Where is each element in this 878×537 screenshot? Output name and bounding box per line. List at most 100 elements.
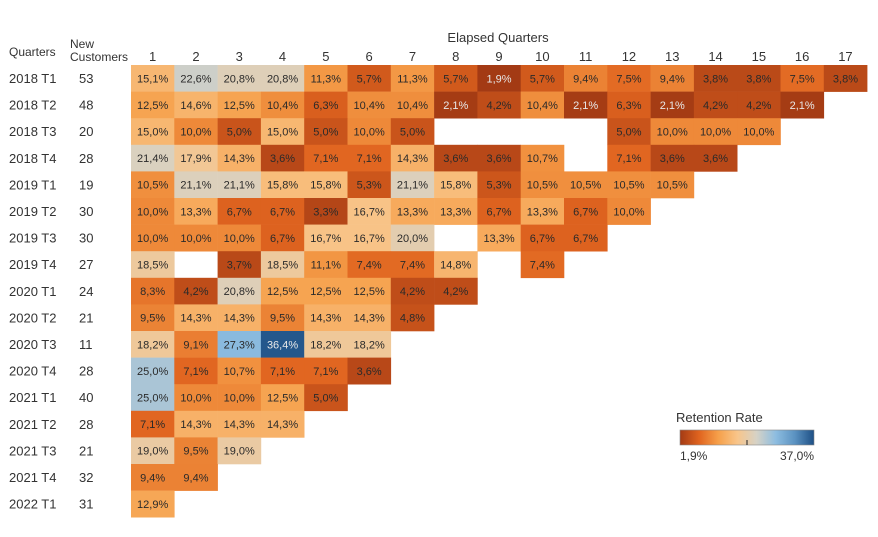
column-label: 4: [279, 49, 286, 64]
cell-value-label: 5,7%: [357, 73, 382, 85]
row-label: 2020 T2: [9, 310, 56, 325]
cell-value-label: 9,4%: [183, 472, 208, 484]
cell-value-label: 3,8%: [833, 73, 858, 85]
heatmap-cell: [217, 331, 262, 358]
column-label: 1: [149, 49, 156, 64]
cell-value-label: 15,8%: [267, 180, 298, 192]
heatmap-cell: [304, 224, 348, 252]
cell-value-label: 16,7%: [310, 233, 341, 245]
heatmap-cell: [174, 118, 218, 146]
column-label: 3: [236, 49, 243, 64]
cell-value-label: 17,9%: [180, 153, 211, 165]
heatmap-cell: [823, 65, 868, 92]
heatmap-cell: [434, 198, 478, 225]
heatmap-row: 2019 T4 27 18,5% 3,7% 18,5% 11,1% 7,4% 7,4% 14,8…: [9, 251, 565, 279]
heatmap-cell: [260, 65, 305, 92]
cell-value-label: 4,2%: [746, 100, 771, 112]
cell-value-label: 16,7%: [354, 206, 385, 218]
cell-value-label: 3,6%: [487, 153, 512, 165]
cell-value-label: 12,5%: [354, 286, 385, 298]
heatmap-cell: [347, 118, 392, 146]
heatmap-row: 2018 T4 28 21,4% 17,9% 14,3% 3,6% 7,1% 7,1% 14,3…: [9, 144, 738, 172]
cell-value-label: 20,8%: [267, 73, 298, 85]
heatmap-cell: [390, 65, 435, 92]
heatmap-cell: [260, 224, 305, 252]
heatmap-cell: [131, 224, 175, 252]
row-header-title: Quarters: [9, 45, 56, 59]
cell-value-label: 9,4%: [140, 472, 165, 484]
cell-value-label: 3,3%: [313, 206, 338, 218]
cell-value-label: 4,2%: [443, 286, 468, 298]
cell-value-label: 10,0%: [180, 393, 211, 405]
cell-value-label: 14,3%: [180, 419, 211, 431]
cell-value-label: 10,0%: [180, 127, 211, 139]
heatmap-cell: [477, 91, 521, 119]
row-label: 2018 T2: [9, 98, 56, 113]
heatmap-cell: [260, 251, 305, 279]
heatmap-cell: [737, 118, 781, 146]
cell-value-label: 10,4%: [354, 100, 385, 112]
cell-value-label: 21,1%: [180, 180, 211, 192]
cell-value-label: 4,2%: [703, 100, 728, 112]
heatmap-cell: [131, 144, 175, 172]
heatmap-cell: [434, 144, 478, 172]
cell-value-label: 10,4%: [267, 100, 298, 112]
cell-value-label: 14,6%: [180, 100, 211, 112]
heatmap-cell: [390, 171, 435, 199]
cell-value-label: 10,0%: [613, 206, 644, 218]
heatmap-cell: [737, 65, 781, 92]
cell-value-label: 10,5%: [613, 180, 644, 192]
column-label: 11: [579, 49, 593, 64]
heatmap-cell: [217, 437, 262, 465]
cell-value-label: 7,1%: [183, 366, 208, 378]
row-customers: 27: [79, 257, 93, 272]
row-label: 2021 T4: [9, 470, 56, 485]
col-header-title: Elapsed Quarters: [447, 30, 549, 45]
cell-value-label: 10,0%: [137, 206, 168, 218]
cell-value-label: 10,0%: [743, 127, 774, 139]
heatmap-cell: [390, 304, 435, 332]
cell-value-label: 8,3%: [140, 286, 165, 298]
cell-value-label: 3,7%: [227, 260, 252, 272]
heatmap-cell: [131, 91, 175, 119]
row-label: 2021 T2: [9, 417, 56, 432]
cell-value-label: 6,7%: [270, 233, 295, 245]
cell-value-label: 6,7%: [227, 206, 252, 218]
heatmap-cell: [217, 171, 262, 199]
column-label: 13: [665, 49, 679, 64]
heatmap-cell: [304, 118, 348, 146]
heatmap-cell: [174, 357, 218, 385]
heatmap-cell: [520, 198, 565, 225]
row-customers: 21: [79, 310, 93, 325]
heatmap-cell: [564, 91, 608, 119]
heatmap-row: 2021 T1 40 25,0% 10,0% 10,0% 12,5% 5,0%: [9, 384, 348, 412]
column-label: 12: [622, 49, 636, 64]
cell-value-label: 3,6%: [703, 153, 728, 165]
cell-value-label: 14,3%: [354, 313, 385, 325]
cell-value-label: 36,4%: [267, 339, 298, 351]
cell-value-label: 14,3%: [224, 419, 255, 431]
cell-value-label: 6,3%: [313, 100, 338, 112]
heatmap-cell: [390, 224, 435, 252]
heatmap-cell: [131, 357, 175, 385]
cell-value-label: 5,7%: [530, 73, 555, 85]
heatmap-cell: [174, 304, 218, 332]
heatmap-row: 2018 T2 48 12,5% 14,6% 12,5% 10,4% 6,3% 10,4% 10…: [9, 91, 825, 119]
heatmap-cell: [217, 357, 262, 385]
cell-value-label: 22,6%: [180, 73, 211, 85]
heatmap-cell: [390, 144, 435, 172]
cell-value-label: 25,0%: [137, 366, 168, 378]
heatmap-cell: [131, 118, 175, 146]
row-customers: 19: [79, 177, 93, 192]
cell-value-label: 13,3%: [397, 206, 428, 218]
cell-value-label: 21,4%: [137, 153, 168, 165]
row-label: 2019 T1: [9, 177, 56, 192]
heatmap-cell: [304, 304, 348, 332]
cell-value-label: 18,2%: [310, 339, 341, 351]
heatmap-row: 2019 T1 19 10,5% 21,1% 21,1% 15,8% 15,8% 5,3% 21…: [9, 171, 695, 199]
row-label: 2020 T3: [9, 337, 56, 352]
heatmap-cell: [304, 331, 348, 358]
heatmap-cell: [607, 171, 651, 199]
cell-value-label: 15,0%: [137, 127, 168, 139]
heatmap-cell: [693, 91, 738, 119]
